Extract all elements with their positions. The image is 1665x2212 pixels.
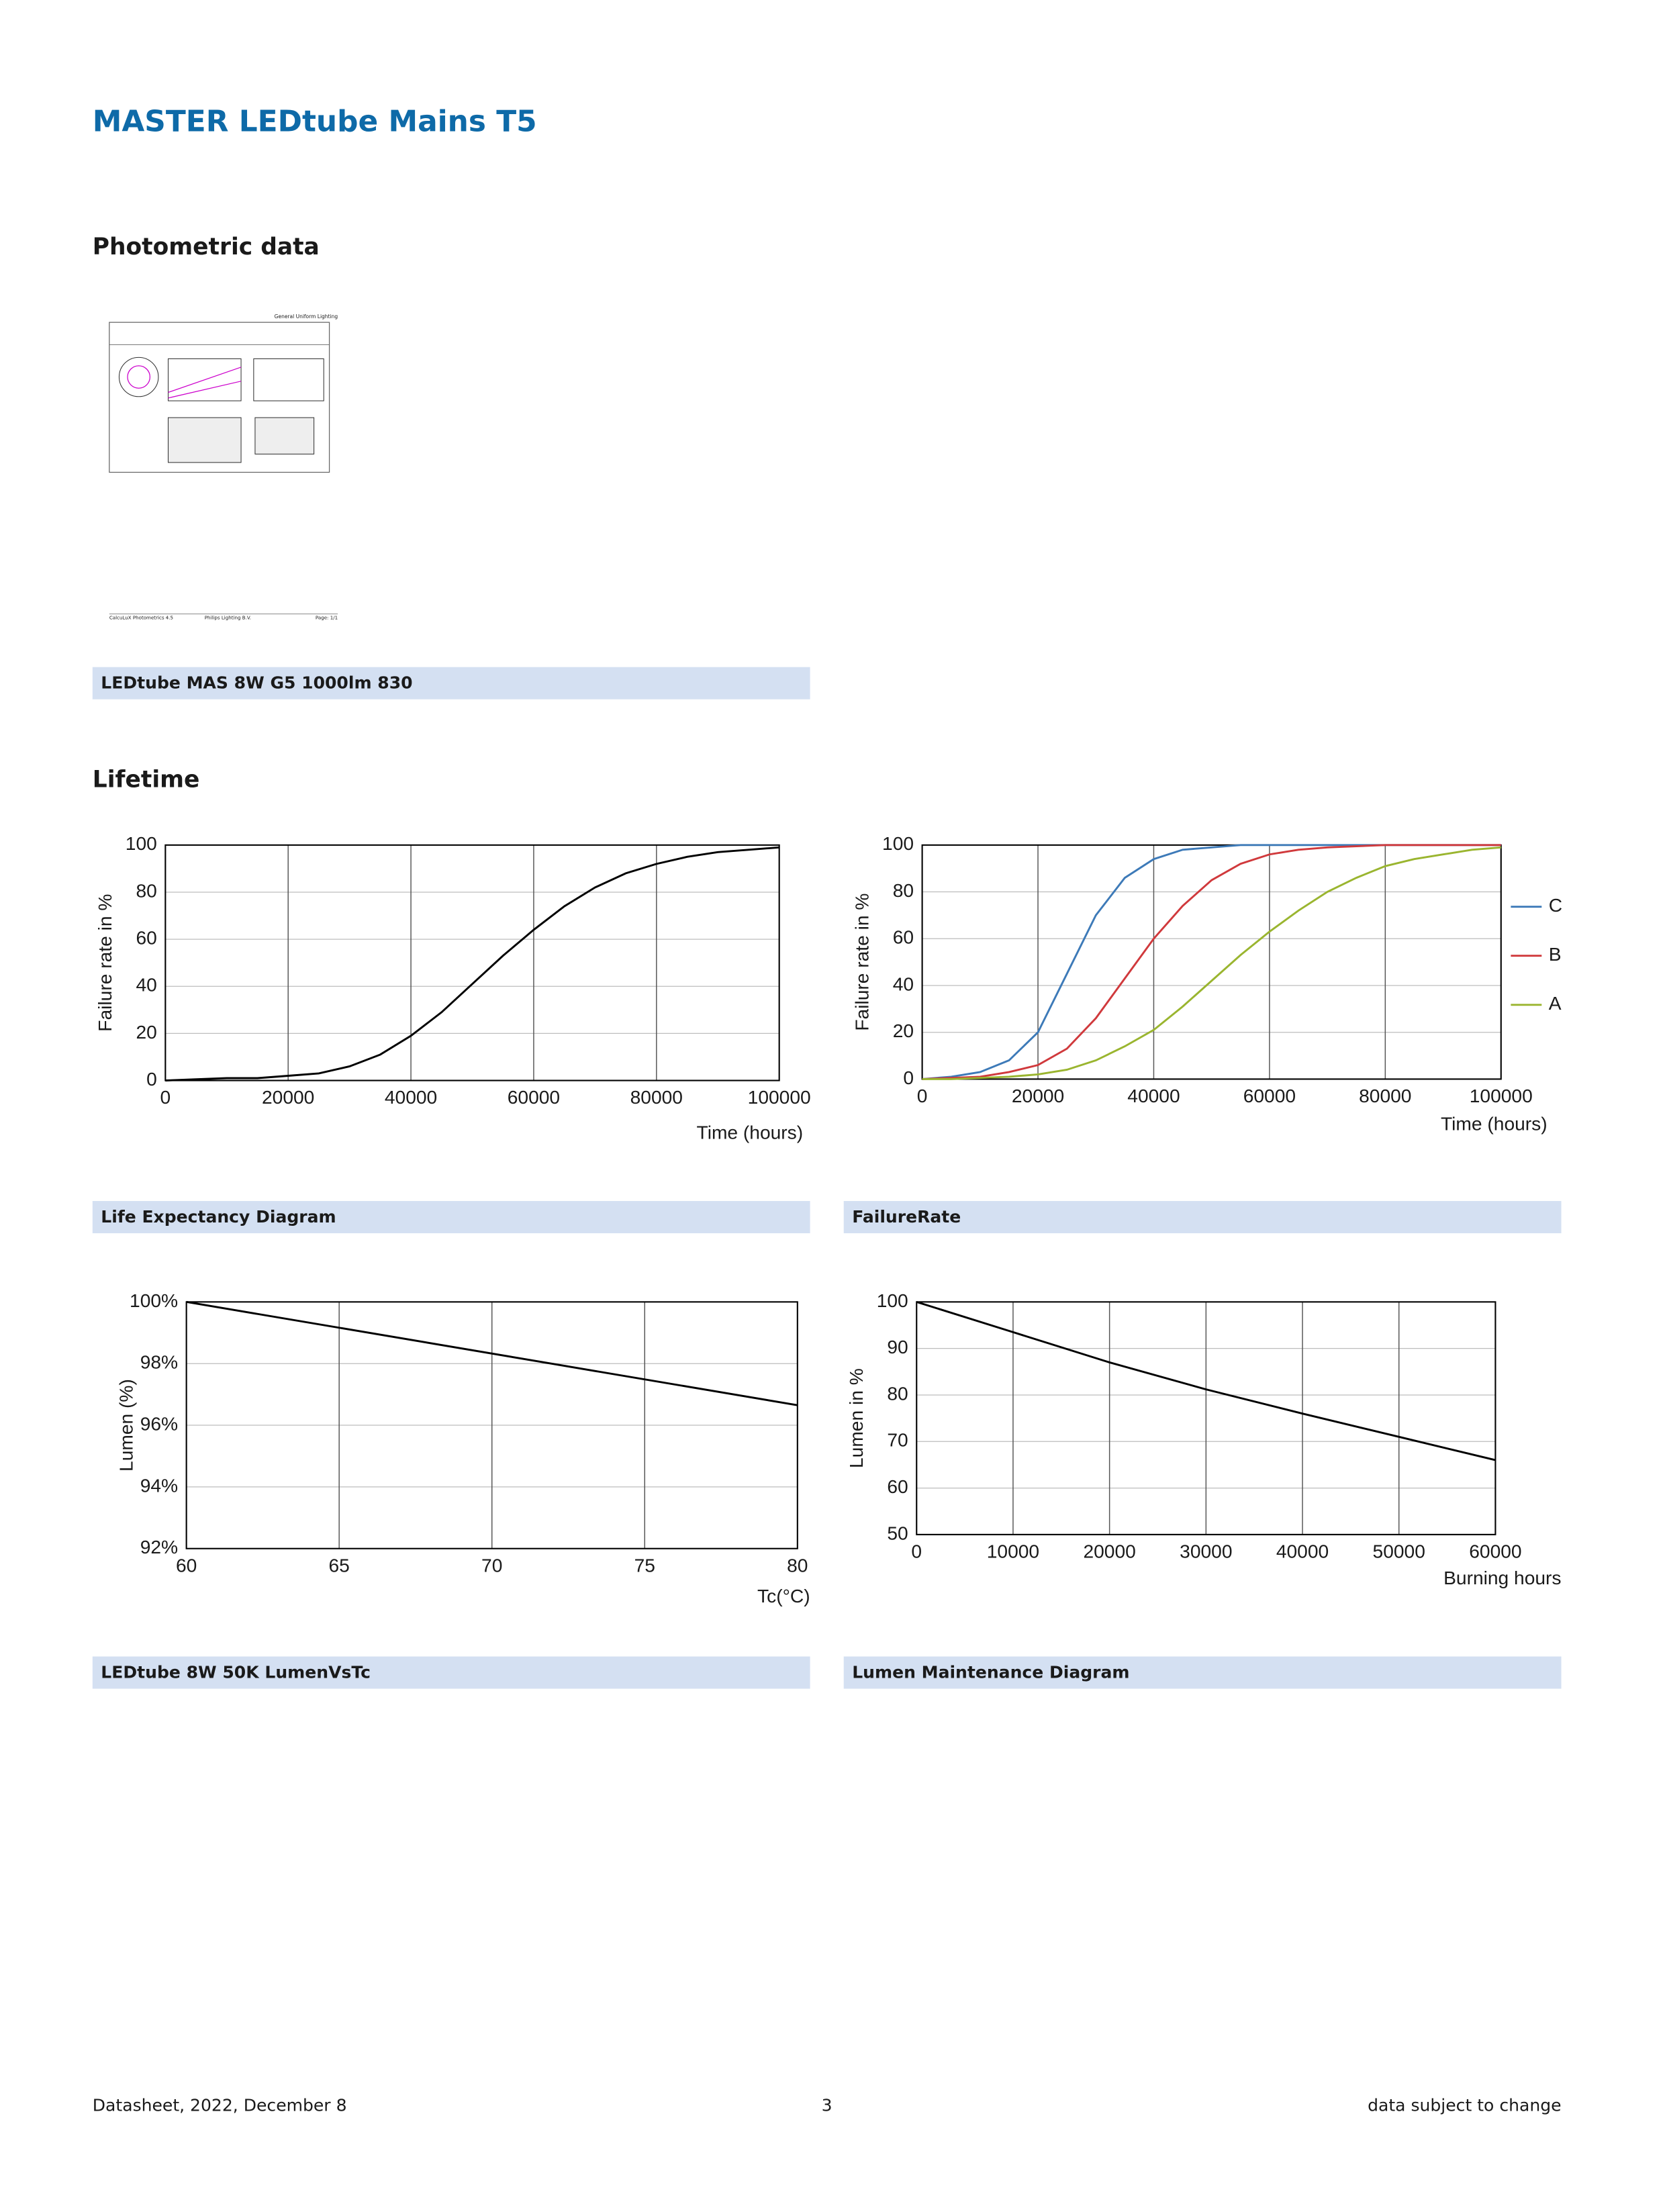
y-axis-label: Lumen (%) xyxy=(115,1379,136,1472)
y-tick-label: 80 xyxy=(887,1382,908,1404)
x-axis-label: Time (hours) xyxy=(697,1121,804,1143)
x-tick-label: 40000 xyxy=(385,1086,437,1108)
y-tick-label: 100 xyxy=(877,1290,908,1311)
y-tick-label: 96% xyxy=(140,1412,178,1434)
footer-page: 3 xyxy=(822,2096,832,2115)
caption-bar xyxy=(92,1201,810,1234)
thumb-polar xyxy=(127,365,150,389)
y-tick-label: 40 xyxy=(136,974,156,996)
y-tick-label: 90 xyxy=(887,1336,908,1357)
y-tick-label: 100 xyxy=(126,832,157,854)
x-tick-label: 60000 xyxy=(508,1086,560,1108)
y-axis-label: Lumen in % xyxy=(845,1368,867,1468)
series-line xyxy=(186,1300,798,1406)
caption: LEDtube MAS 8W G5 1000lm 830 xyxy=(101,673,412,693)
y-tick-label: 92% xyxy=(140,1536,178,1557)
y-axis-label: Failure rate in % xyxy=(851,894,872,1031)
footer-right: data subject to change xyxy=(1368,2096,1561,2115)
thumb-footer: CalcuLuX Photometrics 4.5 xyxy=(109,615,173,621)
caption-bar xyxy=(843,1656,1562,1689)
thumb-chart xyxy=(167,358,242,401)
y-tick-label: 94% xyxy=(140,1474,178,1496)
x-tick-label: 60000 xyxy=(1469,1540,1521,1561)
thumb-table xyxy=(254,417,315,454)
y-tick-label: 100% xyxy=(130,1290,178,1311)
x-tick-label: 0 xyxy=(911,1540,922,1561)
caption: Lumen Maintenance Diagram xyxy=(852,1663,1129,1682)
plot-frame xyxy=(164,844,780,1081)
x-tick-label: 10000 xyxy=(987,1540,1039,1561)
x-tick-label: 20000 xyxy=(1012,1085,1064,1106)
legend-label: C xyxy=(1549,894,1562,916)
legend-label: B xyxy=(1549,943,1562,965)
x-tick-label: 40000 xyxy=(1276,1540,1329,1561)
plot-frame xyxy=(916,1301,1496,1535)
thumb-table xyxy=(167,417,242,463)
y-tick-label: 100 xyxy=(882,832,914,854)
x-axis-label: Burning hours xyxy=(1443,1567,1561,1588)
series-line xyxy=(916,1300,1496,1461)
thumb-curve xyxy=(168,367,242,399)
caption-bar xyxy=(92,667,810,700)
legend-label: A xyxy=(1549,992,1562,1014)
y-tick-label: 60 xyxy=(887,1476,908,1497)
y-tick-label: 60 xyxy=(136,927,156,949)
thumb-header: General Uniform Lighting xyxy=(275,314,338,320)
series-line xyxy=(922,844,1501,1080)
x-tick-label: 70 xyxy=(481,1554,502,1576)
y-tick-label: 70 xyxy=(887,1429,908,1451)
section-heading: Lifetime xyxy=(93,766,200,793)
y-tick-label: 20 xyxy=(136,1021,156,1043)
thumb-chart xyxy=(253,358,324,401)
y-tick-label: 40 xyxy=(893,973,914,994)
x-tick-label: 0 xyxy=(917,1085,928,1106)
x-axis-label: Tc(°C) xyxy=(757,1585,810,1606)
y-tick-label: 0 xyxy=(903,1067,914,1088)
x-axis-label: Time (hours) xyxy=(1441,1113,1548,1135)
y-tick-label: 50 xyxy=(887,1522,908,1543)
x-tick-label: 30000 xyxy=(1180,1540,1232,1561)
x-tick-label: 0 xyxy=(160,1086,171,1108)
x-tick-label: 100000 xyxy=(748,1086,811,1108)
caption-bar xyxy=(92,1656,810,1689)
thumb-frame xyxy=(109,322,330,473)
doc-title: MASTER LEDtube Mains T5 xyxy=(93,105,537,139)
thumb-polar xyxy=(118,356,159,397)
footer-left: Datasheet, 2022, December 8 xyxy=(93,2096,347,2115)
x-tick-label: 40000 xyxy=(1127,1085,1180,1106)
caption: FailureRate xyxy=(852,1207,961,1227)
x-tick-label: 20000 xyxy=(1083,1540,1135,1561)
x-tick-label: 75 xyxy=(634,1554,655,1576)
thumb-footer: Philips Lighting B.V. xyxy=(205,615,251,621)
caption: LEDtube 8W 50K LumenVsTc xyxy=(101,1663,371,1682)
caption-bar xyxy=(843,1201,1562,1234)
series-line xyxy=(165,846,779,1081)
x-tick-label: 80 xyxy=(787,1554,808,1576)
y-tick-label: 98% xyxy=(140,1351,178,1373)
section-heading: Photometric data xyxy=(93,234,320,260)
x-tick-label: 50000 xyxy=(1373,1540,1425,1561)
series-line xyxy=(922,846,1501,1080)
y-tick-label: 20 xyxy=(893,1020,914,1041)
photometric-thumbnail: General Uniform Lighting CalcuLuX Photom… xyxy=(109,314,338,621)
x-tick-label: 65 xyxy=(329,1554,350,1576)
y-axis-label: Failure rate in % xyxy=(94,894,115,1032)
x-tick-label: 60 xyxy=(176,1554,197,1576)
y-tick-label: 0 xyxy=(146,1068,157,1090)
x-tick-label: 80000 xyxy=(1359,1085,1411,1106)
plot-frame xyxy=(185,1301,798,1549)
plot-frame xyxy=(921,844,1502,1080)
y-tick-label: 60 xyxy=(893,926,914,948)
x-tick-label: 80000 xyxy=(630,1086,683,1108)
thumb-footer: Page: 1/1 xyxy=(316,615,338,621)
y-tick-label: 80 xyxy=(893,879,914,901)
caption: Life Expectancy Diagram xyxy=(101,1207,336,1227)
y-tick-label: 80 xyxy=(136,879,156,901)
x-tick-label: 100000 xyxy=(1470,1085,1533,1106)
x-tick-label: 60000 xyxy=(1243,1085,1296,1106)
x-tick-label: 20000 xyxy=(262,1086,314,1108)
